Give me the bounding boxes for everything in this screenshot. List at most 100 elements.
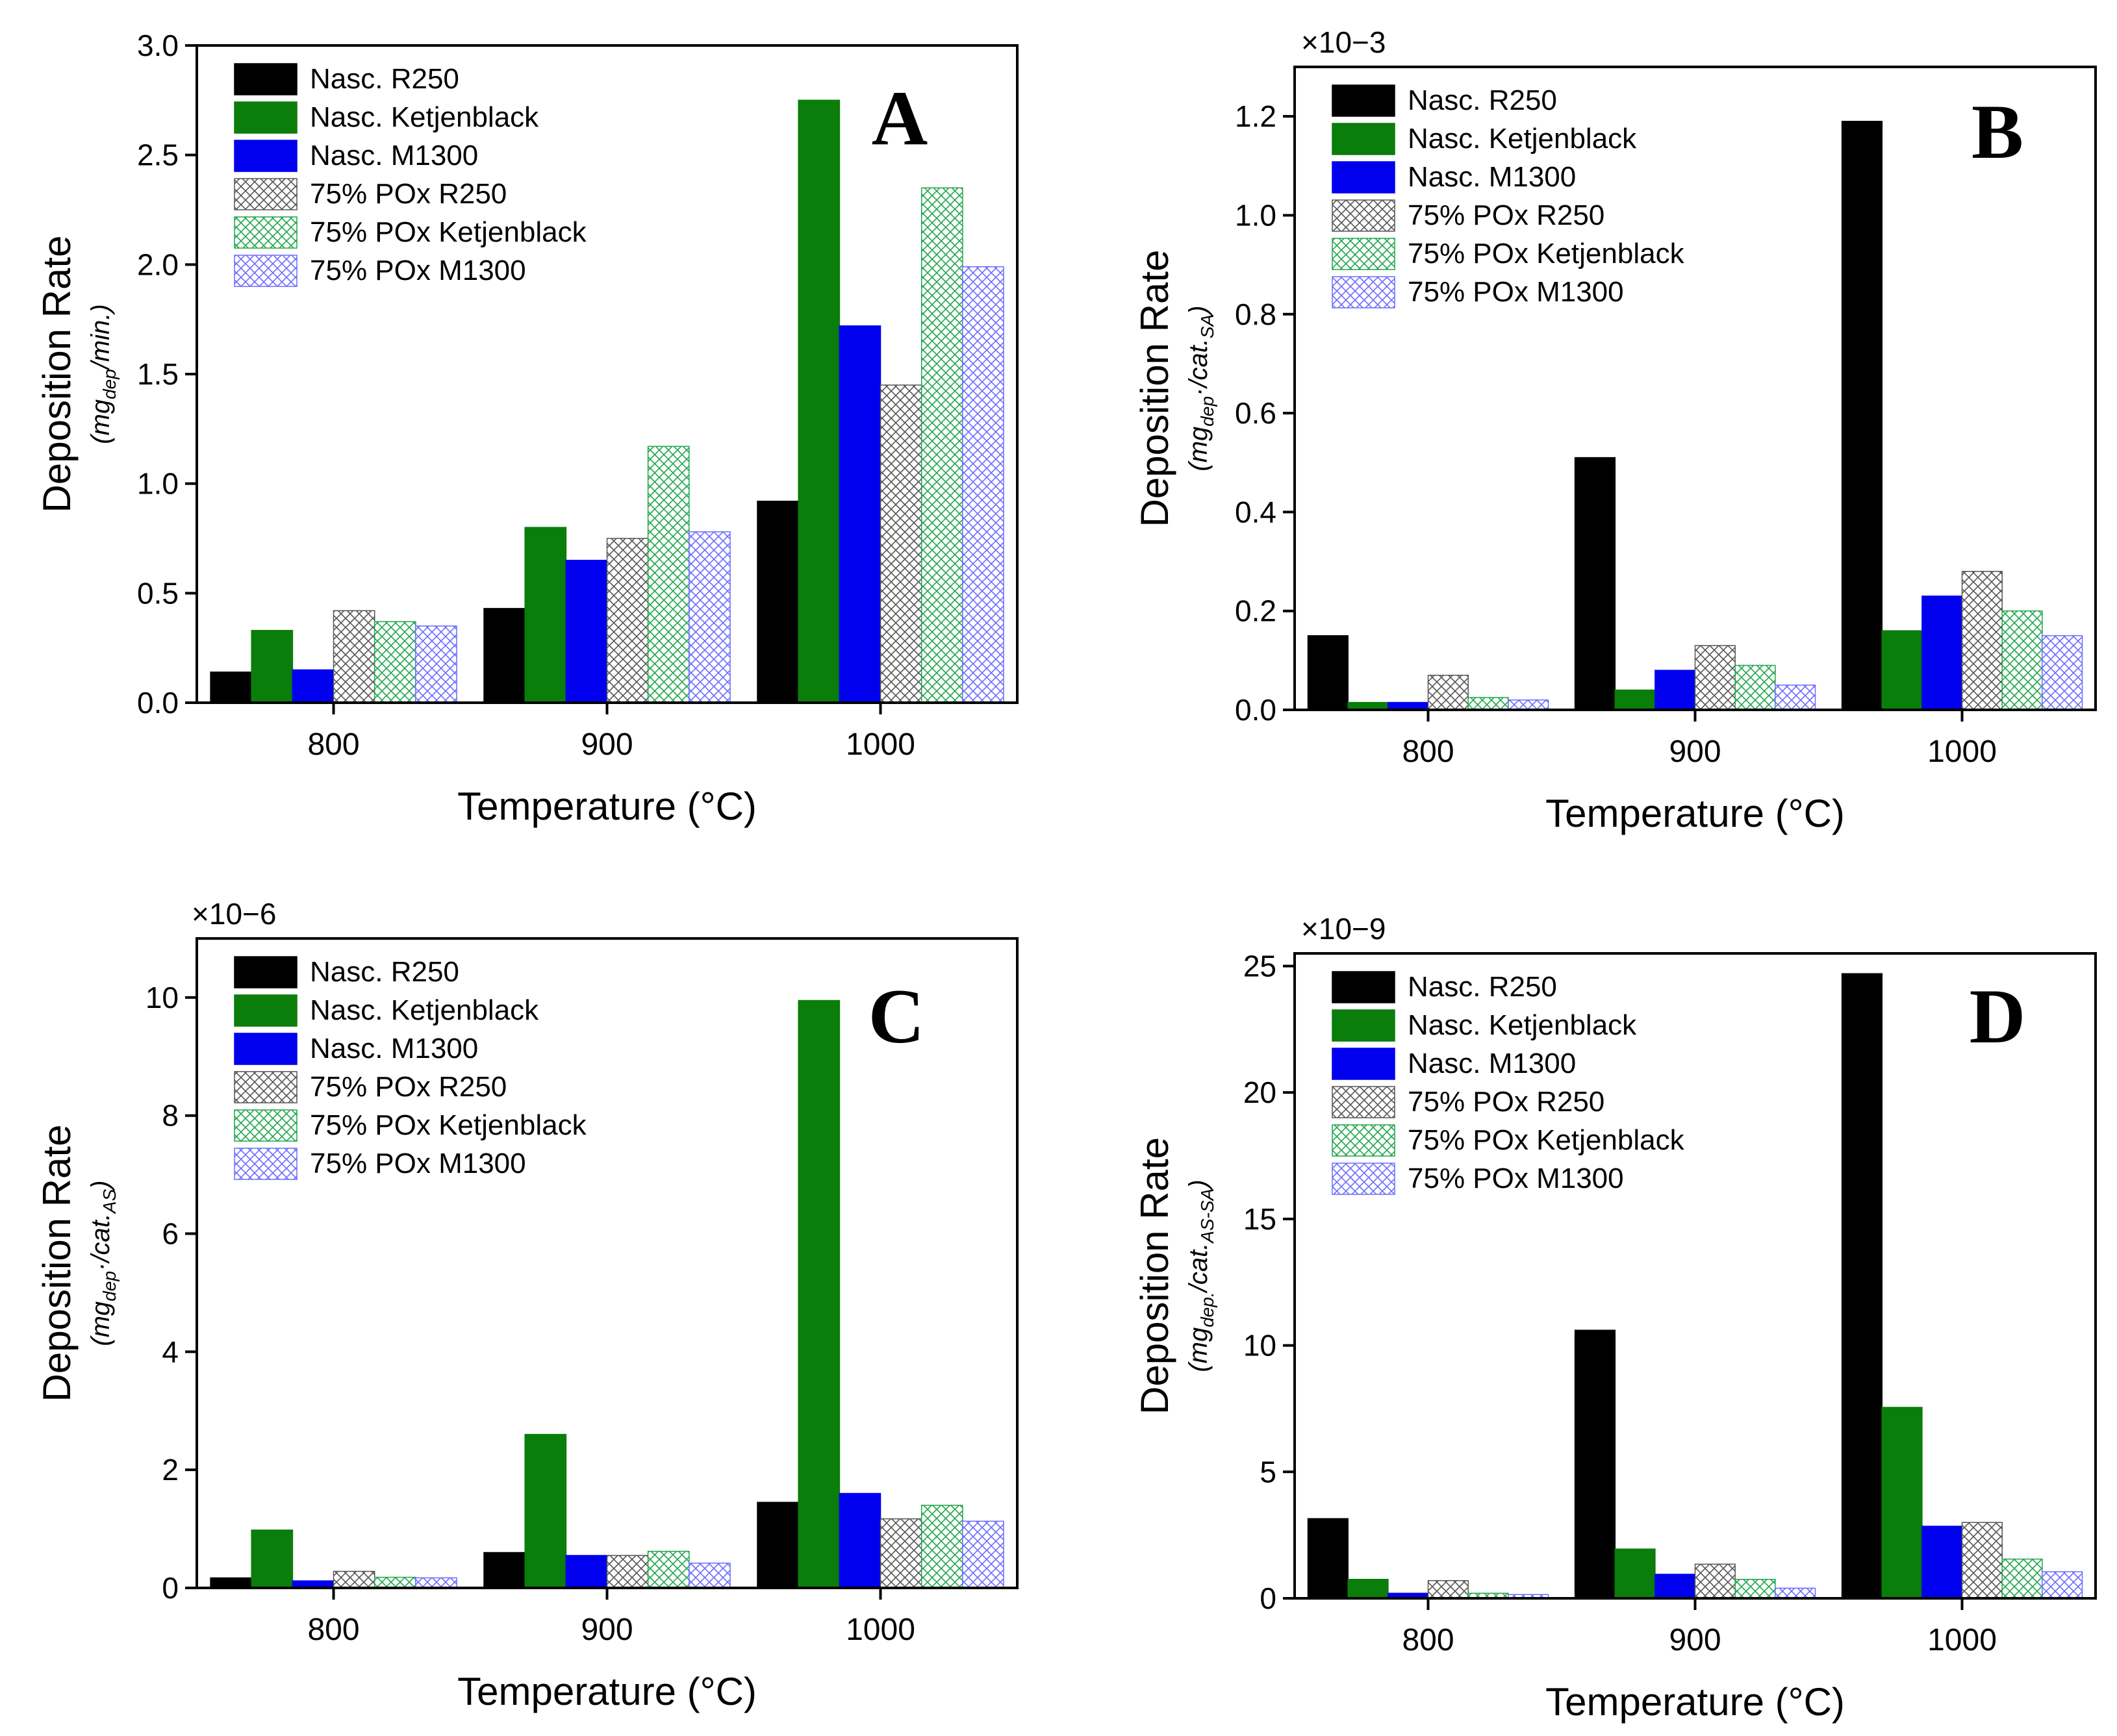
x-axis-title: Temperature (°C): [1545, 792, 1845, 835]
legend-label: Nasc. R250: [310, 63, 459, 95]
bar-d-s3-c0: [1427, 1579, 1469, 1599]
legend-label: 75% POx M1300: [310, 1148, 526, 1179]
bar-a-s4-c2: [920, 187, 963, 703]
x-tick-label: 900: [581, 1613, 633, 1647]
y-tick-label: 1.2: [1235, 99, 1276, 133]
legend-label: Nasc. R250: [310, 956, 459, 988]
y-tick-label: 8: [162, 1099, 179, 1133]
y-tick-label: 0: [162, 1571, 179, 1605]
legend-swatch: [1332, 1086, 1395, 1118]
legend-label: Nasc. Ketjenblack: [310, 101, 539, 133]
legend-swatch: [1332, 84, 1395, 117]
y-tick-label: 15: [1243, 1202, 1276, 1236]
y-axis-title: Deposition Rate: [1133, 1137, 1176, 1415]
bar-c-s5-c0: [415, 1577, 457, 1589]
bar-d-s1-c0: [1347, 1579, 1389, 1599]
bar-a-s5-c2: [962, 266, 1004, 703]
y-tick-label: 0.8: [1235, 297, 1276, 331]
legend-label: Nasc. Ketjenblack: [1408, 123, 1637, 155]
legend-label: 75% POx M1300: [310, 255, 526, 286]
panel-letter: D: [1970, 973, 2026, 1059]
legend-label: 75% POx Ketjenblack: [310, 216, 587, 248]
bar-b-s3-c2: [1961, 571, 2003, 711]
x-tick-label: 800: [1402, 735, 1454, 769]
y-tick-label: 0: [1260, 1581, 1276, 1615]
legend-swatch: [1332, 1009, 1395, 1042]
legend-label: Nasc. Ketjenblack: [310, 994, 539, 1026]
x-tick-label: 800: [1402, 1623, 1454, 1657]
bar-c-s4-c0: [374, 1576, 416, 1589]
x-tick-label: 800: [307, 1613, 359, 1647]
axis-multiplier: ×10−3: [1301, 25, 1386, 59]
x-axis-title: Temperature (°C): [457, 785, 757, 828]
bar-d-s1-c2: [1881, 1407, 1923, 1599]
y-tick-label: 1.0: [137, 467, 179, 501]
y-tick-label: 10: [1243, 1329, 1276, 1363]
bar-d-s0-c1: [1574, 1329, 1616, 1599]
bar-a-s5-c1: [689, 531, 731, 703]
legend-swatch: [234, 255, 298, 287]
bar-d-s4-c2: [2001, 1558, 2043, 1599]
bar-d-s3-c1: [1694, 1563, 1736, 1599]
legend-label: Nasc. M1300: [1408, 161, 1576, 193]
y-axis-title: Deposition Rate: [1133, 250, 1176, 527]
x-tick-label: 1000: [1927, 1623, 1997, 1657]
unit-sub: dep: [99, 1271, 120, 1302]
bar-d-s2-c2: [1921, 1526, 1963, 1599]
bar-b-s1-c2: [1881, 630, 1923, 711]
bar-b-s2-c1: [1654, 670, 1696, 711]
y-tick-label: 25: [1243, 949, 1276, 983]
legend-swatch: [1332, 1124, 1395, 1157]
chart-panel-d: 0 5 10 15 20 25 800 900 1000 Temperature (°C) Depo…: [1133, 912, 2097, 1724]
x-axis-title: Temperature (°C): [1545, 1680, 1845, 1724]
bar-d-s1-c1: [1614, 1548, 1656, 1599]
bar-b-s5-c1: [1775, 685, 1816, 711]
legend-swatch: [234, 63, 298, 95]
unit-pre: (mg: [1184, 427, 1213, 472]
bar-c-s4-c2: [920, 1504, 963, 1589]
bar-c-s0-c2: [757, 1502, 799, 1589]
y-tick-label: 10: [146, 981, 179, 1014]
unit-post2: ): [86, 1180, 115, 1191]
bar-b-s0-c1: [1574, 457, 1616, 711]
panel-letter: B: [1971, 88, 2023, 175]
bar-c-s5-c2: [962, 1520, 1004, 1589]
legend-label: 75% POx Ketjenblack: [1408, 238, 1685, 270]
y-axis-unit: (mgdep·/cat.AS): [86, 1180, 120, 1346]
axis-multiplier: ×10−9: [1301, 912, 1386, 946]
bar-b-s5-c0: [1508, 699, 1549, 711]
legend-swatch: [234, 956, 298, 988]
x-tick-label: 800: [307, 727, 359, 762]
unit-post2: ): [1184, 1179, 1213, 1190]
bar-a-s2-c2: [839, 325, 881, 703]
bar-a-s0-c0: [210, 672, 253, 703]
y-tick-label: 0.6: [1235, 396, 1276, 430]
unit-pre: (mg: [1184, 1327, 1213, 1372]
x-tick-label: 900: [1669, 1623, 1721, 1657]
bar-c-s4-c1: [647, 1550, 690, 1589]
legend-swatch: [234, 216, 298, 249]
bar-b-s0-c2: [1841, 121, 1883, 711]
unit-post: /min.): [86, 304, 115, 371]
legend-swatch: [234, 1071, 298, 1103]
legend-label: Nasc. R250: [1408, 84, 1557, 116]
y-tick-label: 3.0: [137, 29, 179, 62]
y-tick-label: 0.0: [137, 686, 179, 720]
legend-label: Nasc. M1300: [310, 1033, 478, 1064]
legend-swatch: [234, 101, 298, 134]
unit-pre: (mg: [86, 1302, 115, 1346]
legend-label: Nasc. M1300: [1408, 1048, 1576, 1079]
legend-label: 75% POx Ketjenblack: [310, 1109, 587, 1141]
y-tick-label: 2.5: [137, 138, 179, 172]
unit-sub2: AS-SA: [1197, 1189, 1217, 1244]
bar-b-s2-c2: [1921, 596, 1963, 711]
chart-panel-c: 0 2 4 6 8 10 800 900 1000 Temperature (°C) Deposit…: [35, 897, 1019, 1713]
unit-post: /cat.: [1184, 1243, 1213, 1294]
bar-b-s0-c0: [1307, 635, 1349, 711]
bar-a-s0-c1: [483, 608, 526, 703]
axis-multiplier: ×10−6: [192, 897, 276, 931]
bar-c-s1-c0: [251, 1529, 294, 1589]
legend-label: Nasc. M1300: [310, 140, 478, 171]
bar-b-s1-c1: [1614, 689, 1656, 711]
y-axis-unit: (mgdep·/cat.SA): [1184, 305, 1217, 471]
